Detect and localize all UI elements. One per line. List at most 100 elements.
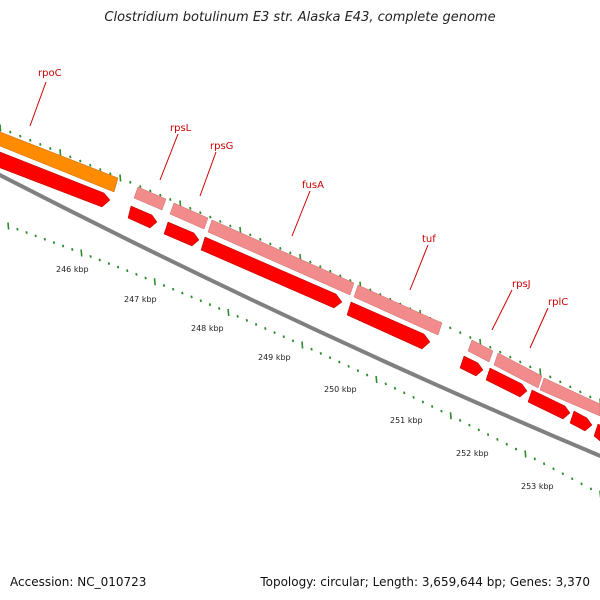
inner-tick-50 (468, 423, 471, 427)
outer-tick-5 (49, 147, 52, 150)
inner-tick-38 (356, 369, 360, 373)
genes-value: 3,370 (555, 575, 590, 589)
scale-label-247: 247 kbp (124, 295, 157, 304)
outer-tick-19 (189, 206, 192, 210)
outer-tick-23 (229, 224, 232, 228)
scale-label-249: 249 kbp (258, 353, 291, 362)
inner-tick-26 (245, 318, 249, 322)
outer-tick-21 (209, 215, 212, 219)
inner-tick-32 (301, 341, 304, 349)
inner-tick-30 (282, 335, 285, 339)
inner-tick-40 (375, 375, 378, 384)
inner-tick-47 (440, 409, 443, 413)
outer-tick-32 (319, 265, 322, 269)
inner-tick-29 (273, 331, 276, 334)
cds-arrow-rpoC (0, 151, 111, 208)
inner-tick-48 (449, 412, 452, 420)
leader-rpsJ (491, 289, 513, 331)
outer-tick-8 (79, 159, 82, 163)
inner-tick-8 (80, 249, 83, 257)
accession-info: Accession: NC_010723 (10, 575, 146, 589)
scale-label-250: 250 kbp (324, 385, 357, 394)
leader-tuf (409, 244, 429, 291)
inner-tick-49 (458, 419, 462, 422)
gene-block-rplC (493, 352, 543, 389)
gene-block-rpsL (133, 186, 167, 211)
inner-tick-43 (403, 391, 406, 395)
map-title: Clostridium botulinum E3 str. Alaska E43… (104, 10, 496, 25)
inner-tick-52 (486, 433, 490, 437)
genes-label: Genes: (509, 575, 552, 589)
cds-arrow-rpsL (127, 205, 158, 229)
outer-tick-2 (19, 134, 22, 138)
inner-tick-12 (116, 265, 120, 269)
outer-tick-3 (29, 138, 32, 142)
outer-tick-47 (469, 336, 472, 339)
gene-block-tuf (353, 284, 443, 336)
leader-fusA (291, 190, 311, 237)
scale-label-253: 253 kbp (521, 482, 554, 491)
cds-arrow-next-2 (593, 423, 600, 442)
outer-tick-56 (559, 380, 562, 384)
outer-tick-20 (199, 211, 202, 215)
outer-tick-10 (99, 168, 102, 171)
inner-tick-53 (496, 437, 499, 441)
length-value: 3,659,644 bp (421, 575, 502, 589)
outer-tick-50 (499, 350, 502, 354)
inner-tick-27 (254, 323, 258, 326)
outer-tick-53 (529, 365, 532, 369)
outer-tick-46 (459, 331, 462, 335)
outer-tick-15 (149, 189, 152, 193)
inner-tick-1 (16, 227, 19, 231)
inner-tick-21 (199, 299, 202, 303)
inner-tick-11 (107, 262, 111, 265)
outer-tick-22 (219, 220, 222, 223)
inner-tick-2 (25, 231, 28, 234)
cds-arrow-rplC-b (527, 389, 571, 420)
gene-label-rpsG: rpsG (210, 141, 233, 152)
outer-tick-17 (169, 198, 172, 201)
gene-label-rplC: rplC (548, 297, 568, 308)
inner-tick-5 (52, 241, 56, 245)
inner-tick-4 (43, 237, 47, 241)
genome-backbone (0, 172, 600, 458)
outer-tick-59 (589, 395, 592, 399)
outer-tick-31 (309, 260, 312, 264)
accession-value: NC_010723 (77, 575, 147, 589)
inner-tick-13 (126, 269, 129, 273)
gene-block-rpsG (169, 202, 209, 230)
inner-tick-3 (34, 234, 37, 238)
inner-tick-10 (98, 258, 101, 262)
outer-tick-16 (159, 193, 162, 197)
outer-tick-7 (69, 155, 72, 159)
inner-tick-51 (477, 428, 480, 432)
inner-tick-61 (571, 477, 574, 481)
inner-tick-16 (153, 278, 156, 286)
outer-tick-9 (89, 163, 92, 167)
inner-tick-41 (384, 382, 387, 386)
inner-tick-row (7, 222, 600, 498)
outer-tick-4 (39, 142, 42, 146)
outer-tick-51 (509, 355, 512, 359)
inner-tick-7 (71, 248, 74, 251)
inner-tick-60 (561, 472, 565, 476)
inner-tick-55 (514, 447, 518, 451)
inner-tick-20 (190, 295, 193, 299)
gene-label-rpsJ: rpsJ (512, 279, 531, 290)
inner-tick-33 (310, 347, 313, 351)
outer-tick-55 (549, 375, 552, 379)
accession-label: Accession: (10, 575, 74, 589)
inner-tick-28 (264, 327, 267, 330)
inner-tick-0 (7, 222, 10, 230)
inner-tick-6 (61, 244, 65, 248)
outer-tick-29 (289, 251, 292, 255)
topology-label: Topology: (260, 575, 317, 589)
outer-tick-33 (329, 269, 332, 273)
gene-label-tuf: tuf (422, 234, 436, 245)
topology-value: circular (320, 575, 365, 589)
inner-tick-42 (393, 386, 397, 390)
gene-label-rpsL: rpsL (170, 123, 192, 134)
inner-tick-36 (338, 360, 341, 364)
inner-tick-59 (552, 467, 555, 471)
